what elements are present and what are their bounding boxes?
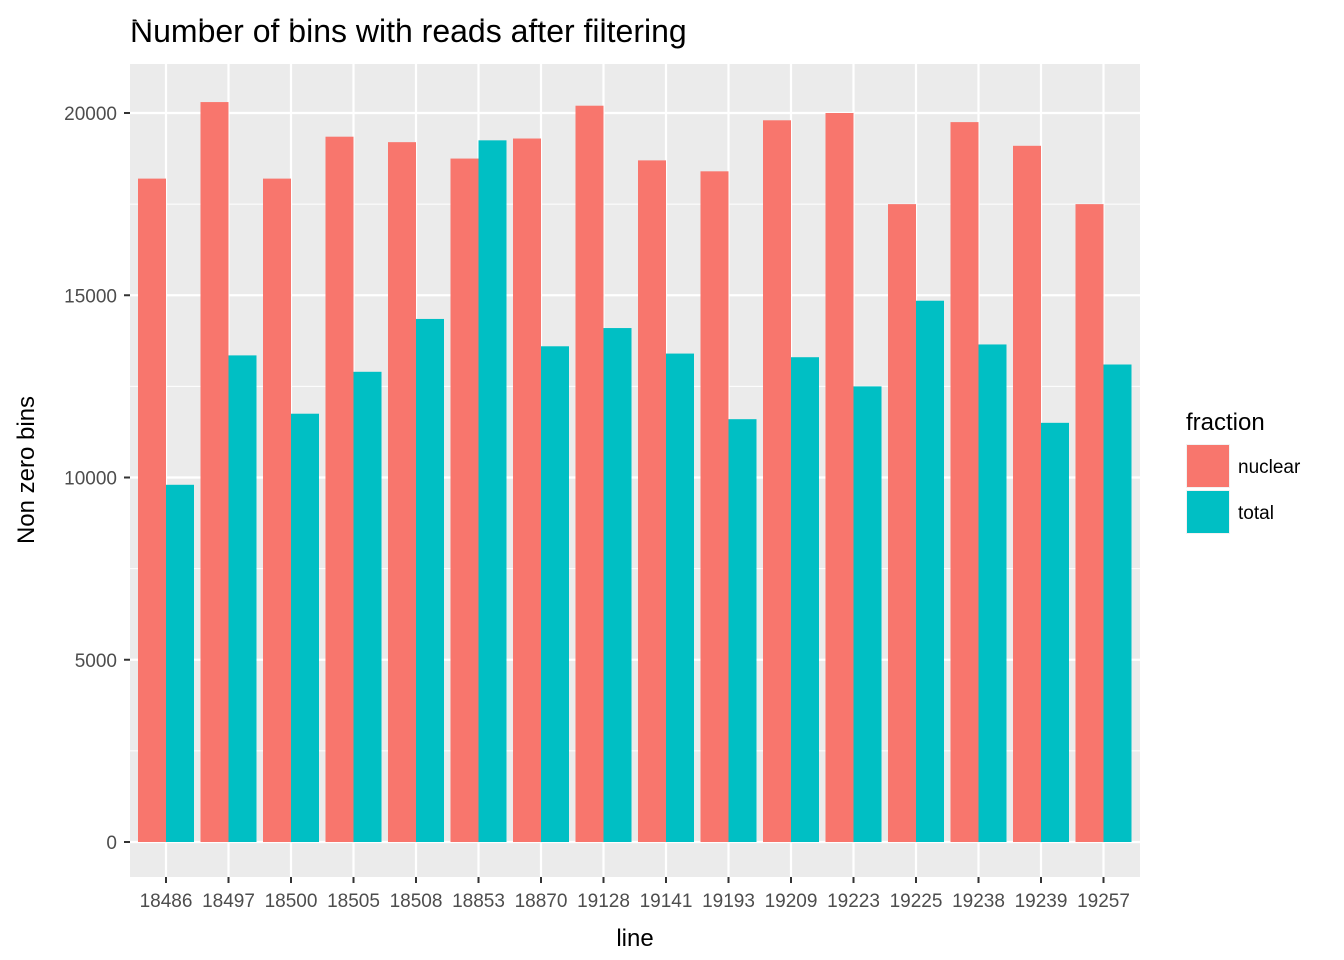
x-tick-label: 18505 xyxy=(327,891,380,912)
bar-nuclear-18500 xyxy=(263,178,291,843)
bar-total-19238 xyxy=(978,344,1007,842)
x-tick-label: 19223 xyxy=(827,891,880,912)
x-tick-label: 19141 xyxy=(640,891,693,912)
bar-nuclear-18870 xyxy=(513,138,541,842)
y-tick-label: 0 xyxy=(106,833,117,854)
x-tick-label: 18853 xyxy=(452,891,505,912)
bar-total-19239 xyxy=(1041,422,1069,842)
bar-nuclear-18505 xyxy=(325,136,354,842)
legend-title: fraction xyxy=(1186,409,1265,436)
bar-total-18486 xyxy=(166,484,194,842)
legend-label-nuclear: nuclear xyxy=(1238,457,1301,478)
legend-label-total: total xyxy=(1238,503,1274,524)
x-tick-label: 18870 xyxy=(515,891,568,912)
x-axis: 18486 18497 18500 18505 18508 18853 18870 19128… xyxy=(140,877,1130,912)
bar-total-18853 xyxy=(478,140,507,842)
bar-nuclear-18853 xyxy=(450,158,479,842)
y-tick-label: 15000 xyxy=(64,286,117,307)
bar-nuclear-18497 xyxy=(200,102,229,842)
legend-key-nuclear xyxy=(1187,445,1229,487)
bar-total-19128 xyxy=(603,328,632,842)
x-tick-label: 18508 xyxy=(390,891,443,912)
bar-nuclear-19128 xyxy=(575,105,604,842)
bar-total-18870 xyxy=(541,346,569,842)
x-tick-label: 19225 xyxy=(890,891,943,912)
bar-total-19193 xyxy=(728,419,757,842)
y-tick-label: 20000 xyxy=(64,104,117,125)
bar-nuclear-18508 xyxy=(388,142,416,842)
bar-nuclear-19193 xyxy=(700,171,729,842)
x-tick-label: 19209 xyxy=(765,891,818,912)
bar-total-18505 xyxy=(353,371,382,842)
bar-nuclear-19141 xyxy=(638,160,666,842)
bar-total-19223 xyxy=(853,386,882,842)
x-tick-label: 18497 xyxy=(202,891,255,912)
bar-total-19257 xyxy=(1103,364,1132,842)
bar-total-19225 xyxy=(916,300,944,842)
bars xyxy=(138,102,1132,843)
y-axis: 0 5000 10000 15000 20000 xyxy=(64,104,130,854)
bar-nuclear-19238 xyxy=(950,122,979,843)
bar-total-18500 xyxy=(291,413,319,842)
x-tick-label: 19193 xyxy=(702,891,755,912)
legend-key-total xyxy=(1187,491,1229,533)
x-tick-label: 19128 xyxy=(577,891,630,912)
bar-total-19209 xyxy=(791,357,819,842)
x-tick-label: 18500 xyxy=(265,891,318,912)
legend: fraction nuclear total xyxy=(1186,409,1301,534)
x-tick-label: 19238 xyxy=(952,891,1005,912)
bar-total-18497 xyxy=(228,355,257,842)
bar-total-18508 xyxy=(416,318,444,842)
bar-total-19141 xyxy=(666,353,694,842)
bar-nuclear-19239 xyxy=(1013,145,1041,842)
y-axis-title: Non zero bins xyxy=(13,396,40,544)
bar-nuclear-18486 xyxy=(138,178,166,843)
bar-nuclear-19223 xyxy=(825,113,854,842)
bar-nuclear-19257 xyxy=(1075,204,1104,842)
y-tick-label: 10000 xyxy=(64,469,117,490)
x-axis-title: line xyxy=(616,925,653,952)
y-tick-label: 5000 xyxy=(75,651,117,672)
x-tick-label: 19239 xyxy=(1015,891,1068,912)
x-tick-label: 19257 xyxy=(1077,891,1130,912)
chart-title: Number of bins with reads after filterin… xyxy=(130,13,687,49)
x-tick-label: 18486 xyxy=(140,891,193,912)
bar-nuclear-19209 xyxy=(763,120,791,843)
bar-nuclear-19225 xyxy=(888,204,916,842)
